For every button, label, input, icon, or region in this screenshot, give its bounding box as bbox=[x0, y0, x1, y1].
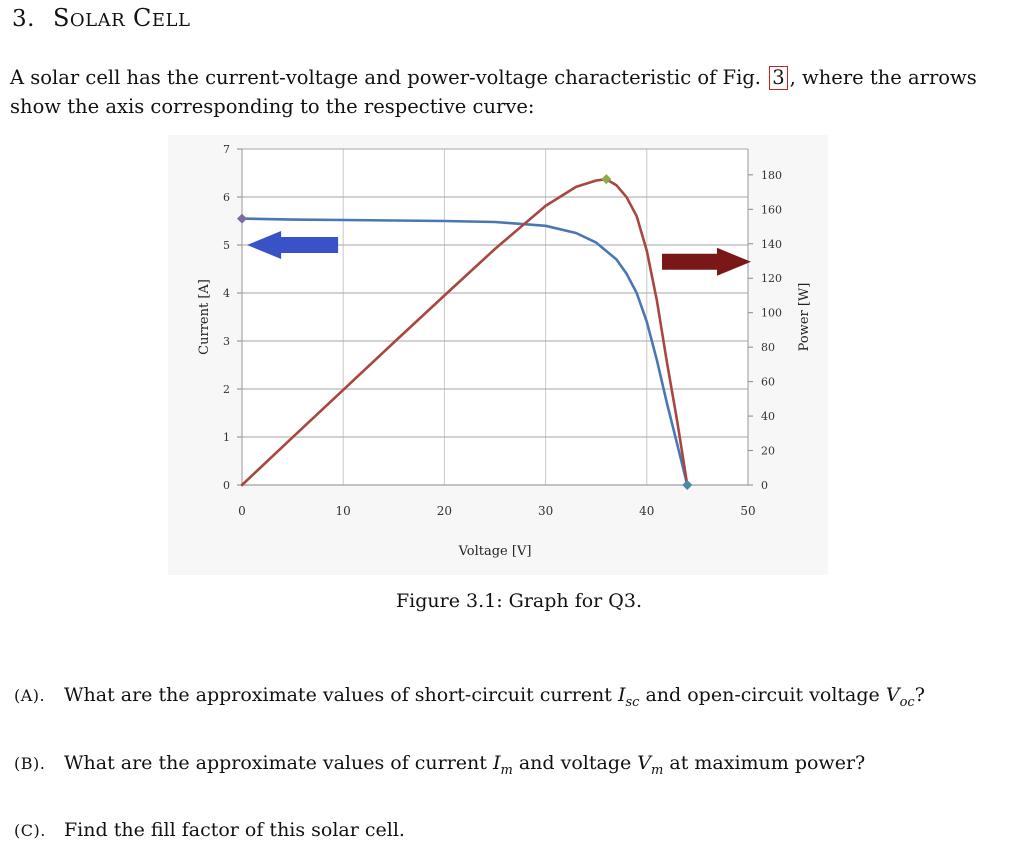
y-right-tick-label: 160 bbox=[761, 203, 782, 216]
intro-text-after: , where the arrows show the axis corresp… bbox=[10, 66, 977, 118]
subscript-m: m bbox=[500, 762, 513, 778]
y-right-tick-label: 80 bbox=[761, 341, 775, 354]
symbol-i: I bbox=[492, 752, 501, 774]
symbol-v: V bbox=[885, 684, 900, 706]
x-tick-label: 20 bbox=[437, 504, 452, 518]
y-right-tick-label: 180 bbox=[761, 169, 782, 182]
y-right-tick-label: 140 bbox=[761, 238, 782, 251]
y-left-tick-label: 7 bbox=[223, 143, 230, 156]
question-b: (B). What are the approximate values of c… bbox=[14, 752, 865, 778]
x-axis-label: Voltage [V] bbox=[458, 544, 532, 559]
figure-reference-link[interactable]: 3 bbox=[769, 66, 788, 90]
question-c: (C). Find the fill factor of this solar c… bbox=[14, 819, 405, 841]
section-heading: 3. SOLAR CELL bbox=[12, 4, 190, 32]
x-tick-label: 50 bbox=[740, 504, 755, 518]
question-b-text-2: and voltage bbox=[512, 752, 638, 774]
question-b-tag: (B). bbox=[14, 754, 46, 773]
y-right-tick-label: 0 bbox=[761, 479, 768, 492]
section-number: 3. bbox=[12, 6, 35, 32]
question-a: (A). What are the approximate values of s… bbox=[14, 684, 925, 710]
power-curve bbox=[240, 177, 689, 487]
figure-caption: Figure 3.1: Graph for Q3. bbox=[395, 590, 642, 612]
x-tick-label: 40 bbox=[639, 504, 654, 518]
iv-pv-chart: 0 10 20 30 40 50 0 1 2 3 4 5 6 7 0 20 40 60 80 100 120 140 160… bbox=[168, 135, 828, 575]
y-left-tick-label: 6 bbox=[223, 191, 230, 204]
y-right-tick-label: 20 bbox=[761, 445, 775, 458]
title-rest-1: OLAR bbox=[69, 10, 126, 31]
y-right-tick-label: 60 bbox=[761, 376, 775, 389]
y-left-tick-label: 1 bbox=[223, 431, 230, 444]
title-letter-2: C bbox=[132, 4, 152, 32]
plot-area bbox=[242, 149, 748, 485]
x-tick-label: 30 bbox=[538, 504, 553, 518]
y-right-tick-label: 40 bbox=[761, 410, 775, 423]
x-tick-label: 0 bbox=[238, 504, 246, 518]
data-point-marker bbox=[682, 480, 693, 490]
data-point-marker bbox=[601, 174, 612, 185]
y-left-axis-label: Current [A] bbox=[197, 279, 212, 355]
data-point-marker bbox=[237, 213, 247, 224]
question-a-text-3: ? bbox=[914, 684, 925, 706]
y-right-tick-label: 100 bbox=[761, 307, 782, 320]
current-axis-arrow bbox=[247, 231, 339, 259]
y-left-tick-label: 3 bbox=[223, 335, 230, 348]
subscript-m: m bbox=[651, 762, 664, 778]
question-c-text: Find the fill factor of this solar cell. bbox=[64, 819, 405, 841]
question-a-text-2: and open-circuit voltage bbox=[639, 684, 886, 706]
y-left-tick-label: 0 bbox=[223, 479, 230, 492]
title-rest-2: ELL bbox=[151, 10, 191, 31]
symbol-v: V bbox=[637, 752, 652, 774]
power-axis-arrow bbox=[662, 247, 751, 276]
symbol-i: I bbox=[617, 684, 626, 706]
question-a-text-1: What are the approximate values of short… bbox=[64, 684, 618, 706]
y-left-tick-label: 4 bbox=[223, 287, 230, 300]
question-c-tag: (C). bbox=[14, 821, 46, 840]
subscript-oc: oc bbox=[899, 694, 915, 710]
question-a-tag: (A). bbox=[14, 686, 46, 705]
question-b-text-3: at maximum power? bbox=[663, 752, 866, 774]
subscript-sc: sc bbox=[625, 694, 640, 710]
y-right-tick-label: 120 bbox=[761, 272, 782, 285]
title-letter-1: S bbox=[52, 4, 70, 32]
current-curve bbox=[240, 217, 689, 487]
y-right-axis-label: Power [W] bbox=[797, 283, 812, 352]
intro-paragraph: A solar cell has the current-voltage and… bbox=[10, 63, 1014, 121]
intro-text-before: A solar cell has the current-voltage and… bbox=[10, 66, 762, 89]
x-tick-label: 10 bbox=[336, 504, 351, 518]
y-left-tick-label: 5 bbox=[223, 239, 230, 252]
y-left-tick-label: 2 bbox=[223, 383, 230, 396]
question-b-text-1: What are the approximate values of curre… bbox=[64, 752, 493, 774]
